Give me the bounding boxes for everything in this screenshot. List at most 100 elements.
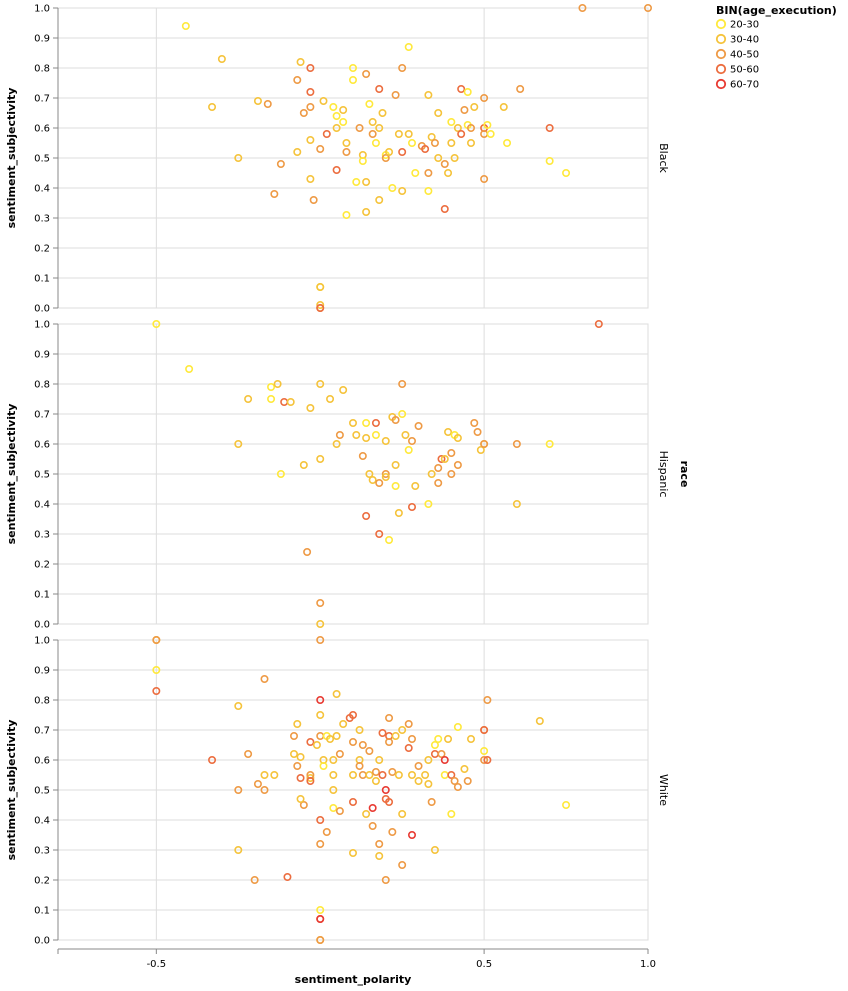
scatter-point	[466, 139, 475, 148]
scatter-point	[368, 475, 377, 484]
scatter-point	[444, 169, 453, 178]
scatter-point	[332, 124, 341, 133]
scatter-point	[378, 109, 387, 118]
scatter-point	[430, 749, 439, 758]
scatter-point	[385, 713, 394, 722]
scatter-point	[381, 875, 390, 884]
scatter-point	[421, 770, 430, 779]
scatter-point	[355, 761, 364, 770]
scatter-point	[306, 103, 315, 112]
scatter-point	[339, 385, 348, 394]
scatter-point	[234, 845, 243, 854]
scatter-point	[424, 779, 433, 788]
legend-swatch-20-30	[715, 18, 727, 30]
y-tick-label: 0.0	[34, 936, 50, 947]
x-tick-label: 1.0	[640, 959, 656, 970]
scatter-point	[381, 154, 390, 163]
y-tick-label: 0.0	[34, 620, 50, 631]
scatter-point	[283, 872, 292, 881]
scatter-point	[398, 148, 407, 157]
scatter-point	[332, 689, 341, 698]
scatter-point	[476, 445, 485, 454]
scatter-point	[355, 124, 364, 133]
scatter-point	[381, 436, 390, 445]
scatter-point	[322, 827, 331, 836]
scatter-point	[316, 145, 325, 154]
scatter-point	[286, 397, 295, 406]
scatter-point	[329, 103, 338, 112]
scatter-point	[453, 782, 462, 791]
scatter-point	[450, 154, 459, 163]
scatter-point	[381, 469, 390, 478]
scatter-point	[299, 460, 308, 469]
scatter-point	[434, 478, 443, 487]
scatter-point	[486, 130, 495, 139]
scatter-point	[306, 776, 315, 785]
legend-swatch-30-40	[715, 33, 727, 45]
scatter-point	[316, 379, 325, 388]
scatter-point	[355, 725, 364, 734]
scatter-point	[316, 303, 325, 312]
scatter-point	[398, 725, 407, 734]
scatter-point	[371, 776, 380, 785]
scatter-point	[339, 719, 348, 728]
legend-label-40-50: 40-50	[730, 50, 759, 61]
scatter-point	[404, 719, 413, 728]
y-tick-label: 0.6	[34, 756, 50, 767]
scatter-point	[407, 770, 416, 779]
scatter-point	[358, 740, 367, 749]
scatter-point	[643, 4, 652, 13]
scatter-point	[296, 773, 305, 782]
scatter-point	[208, 755, 217, 764]
scatter-point	[394, 770, 403, 779]
scatter-point	[276, 160, 285, 169]
scatter-point	[316, 695, 325, 704]
scatter-point	[407, 830, 416, 839]
scatter-point	[434, 463, 443, 472]
scatter-point	[289, 731, 298, 740]
scatter-point	[371, 139, 380, 148]
scatter-point	[329, 770, 338, 779]
scatter-point	[512, 499, 521, 508]
y-tick-label: 0.2	[34, 244, 50, 255]
y-tick-label: 0.4	[34, 816, 50, 827]
scatter-point	[466, 734, 475, 743]
scatter-point	[306, 175, 315, 184]
scatter-point	[466, 124, 475, 133]
scatter-point	[391, 415, 400, 424]
scatter-point	[348, 770, 357, 779]
scatter-point	[391, 481, 400, 490]
scatter-point	[368, 821, 377, 830]
legend-label-20-30: 20-30	[730, 20, 759, 31]
scatter-point	[375, 851, 384, 860]
scatter-point	[430, 845, 439, 854]
y-tick-label: 0.2	[34, 560, 50, 571]
legend-swatch-40-50	[715, 48, 727, 60]
scatter-point	[463, 88, 472, 97]
scatter-point	[437, 749, 446, 758]
facet-field-title: race	[678, 461, 691, 488]
scatter-point	[316, 914, 325, 923]
scatter-point	[473, 427, 482, 436]
scatter-point	[352, 178, 361, 187]
legend-swatch-60-70	[715, 78, 727, 90]
scatter-point	[335, 806, 344, 815]
scatter-point	[421, 145, 430, 154]
scatter-point	[362, 418, 371, 427]
scatter-point	[375, 755, 384, 764]
scatter-point	[385, 737, 394, 746]
scatter-point	[348, 710, 357, 719]
scatter-point	[348, 64, 357, 73]
scatter-point	[316, 598, 325, 607]
scatter-point	[562, 800, 571, 809]
scatter-point	[375, 478, 384, 487]
scatter-point	[447, 448, 456, 457]
y-tick-label: 0.8	[34, 64, 50, 75]
scatter-point	[381, 785, 390, 794]
y-tick-label: 0.9	[34, 34, 50, 45]
y-tick-label: 0.1	[34, 906, 50, 917]
y-tick-label: 0.9	[34, 666, 50, 677]
scatter-point	[391, 91, 400, 100]
scatter-point	[424, 187, 433, 196]
scatter-point	[348, 76, 357, 85]
